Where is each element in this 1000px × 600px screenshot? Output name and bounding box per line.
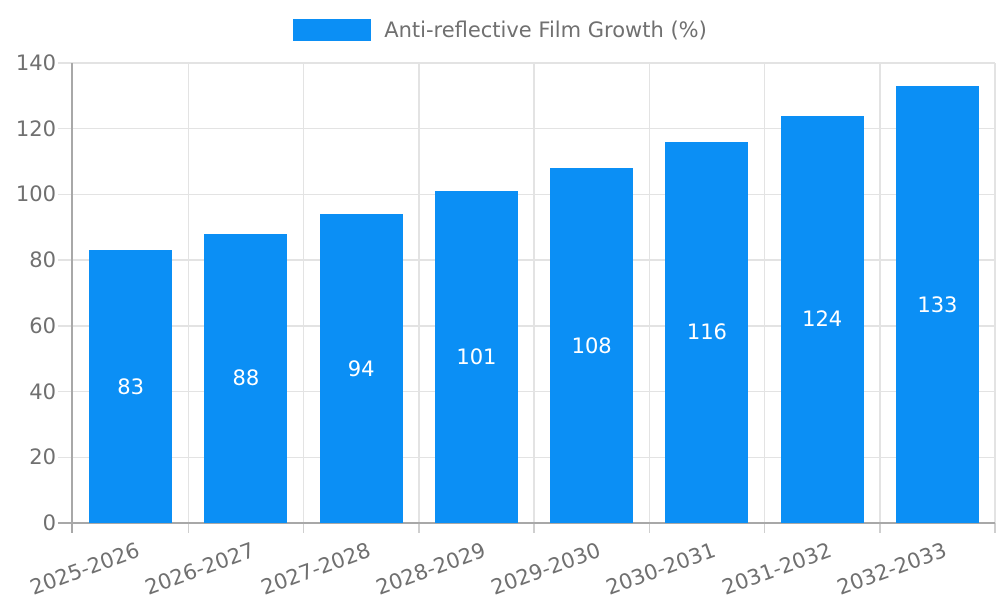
x-axis-tick-label: 2030-2031 — [603, 538, 720, 600]
gridline — [648, 63, 650, 523]
chart-legend[interactable]: Anti-reflective Film Growth (%) — [0, 18, 1000, 42]
bar[interactable]: 83 — [89, 250, 173, 523]
bar-value-label: 83 — [117, 374, 144, 399]
gridline — [58, 325, 995, 327]
x-axis-tick-label: 2029-2030 — [488, 538, 604, 600]
axis-tick — [879, 523, 881, 533]
y-axis-tick-label: 60 — [29, 313, 56, 338]
bar-value-label: 124 — [802, 307, 843, 332]
bar-value-label: 108 — [571, 333, 612, 358]
bar[interactable]: 108 — [550, 168, 634, 523]
bar[interactable]: 133 — [895, 86, 979, 523]
axis-tick — [187, 523, 189, 533]
y-axis-tick-label: 100 — [15, 182, 56, 207]
axis-tick — [533, 523, 535, 533]
gridline — [879, 63, 881, 523]
y-axis-line — [71, 63, 73, 533]
axis-tick — [763, 523, 766, 533]
bar[interactable]: 101 — [434, 191, 518, 523]
bar-value-label: 88 — [232, 366, 260, 391]
axis-tick — [994, 523, 996, 533]
y-axis-tick-label: 120 — [15, 116, 56, 141]
y-axis-tick-label: 140 — [15, 51, 56, 75]
gridline — [58, 62, 995, 64]
axis-tick — [648, 523, 650, 533]
legend-swatch — [293, 19, 372, 41]
x-axis-tick-label: 2027-2028 — [257, 538, 374, 600]
y-axis-tick-label: 20 — [29, 445, 56, 470]
y-axis-tick-label: 80 — [29, 248, 56, 273]
bar[interactable]: 116 — [665, 141, 749, 523]
gridline — [418, 63, 420, 523]
bar[interactable]: 94 — [319, 214, 403, 523]
x-axis-tick-label: 2031-2032 — [718, 538, 835, 600]
y-axis-tick-label: 0 — [42, 511, 56, 535]
legend-label: Anti-reflective Film Growth (%) — [384, 18, 707, 42]
gridline — [187, 63, 189, 523]
bar-value-label: 116 — [686, 320, 727, 345]
x-axis-tick-label: 2032-2033 — [833, 538, 950, 600]
bar-value-label: 133 — [917, 292, 958, 317]
gridline — [302, 63, 305, 523]
x-axis-tick-label: 2025-2026 — [27, 538, 143, 600]
bar-value-label: 94 — [347, 356, 375, 381]
axis-tick — [418, 523, 420, 533]
x-axis-tick-label: 2028-2029 — [372, 538, 489, 600]
x-axis-tick-label: 2026-2027 — [142, 538, 259, 600]
gridline — [763, 63, 766, 523]
gridline — [58, 193, 995, 196]
gridline — [58, 456, 995, 459]
gridline — [994, 63, 996, 523]
gridline — [58, 127, 995, 130]
axis-tick — [302, 523, 305, 533]
gridline — [533, 63, 535, 523]
gridline — [58, 259, 995, 261]
bar-value-label: 101 — [456, 345, 497, 370]
bar[interactable]: 88 — [204, 233, 288, 523]
gridline — [58, 390, 995, 393]
y-axis-tick-label: 40 — [29, 379, 56, 404]
bar[interactable]: 124 — [780, 115, 864, 523]
x-axis-line — [58, 522, 995, 524]
